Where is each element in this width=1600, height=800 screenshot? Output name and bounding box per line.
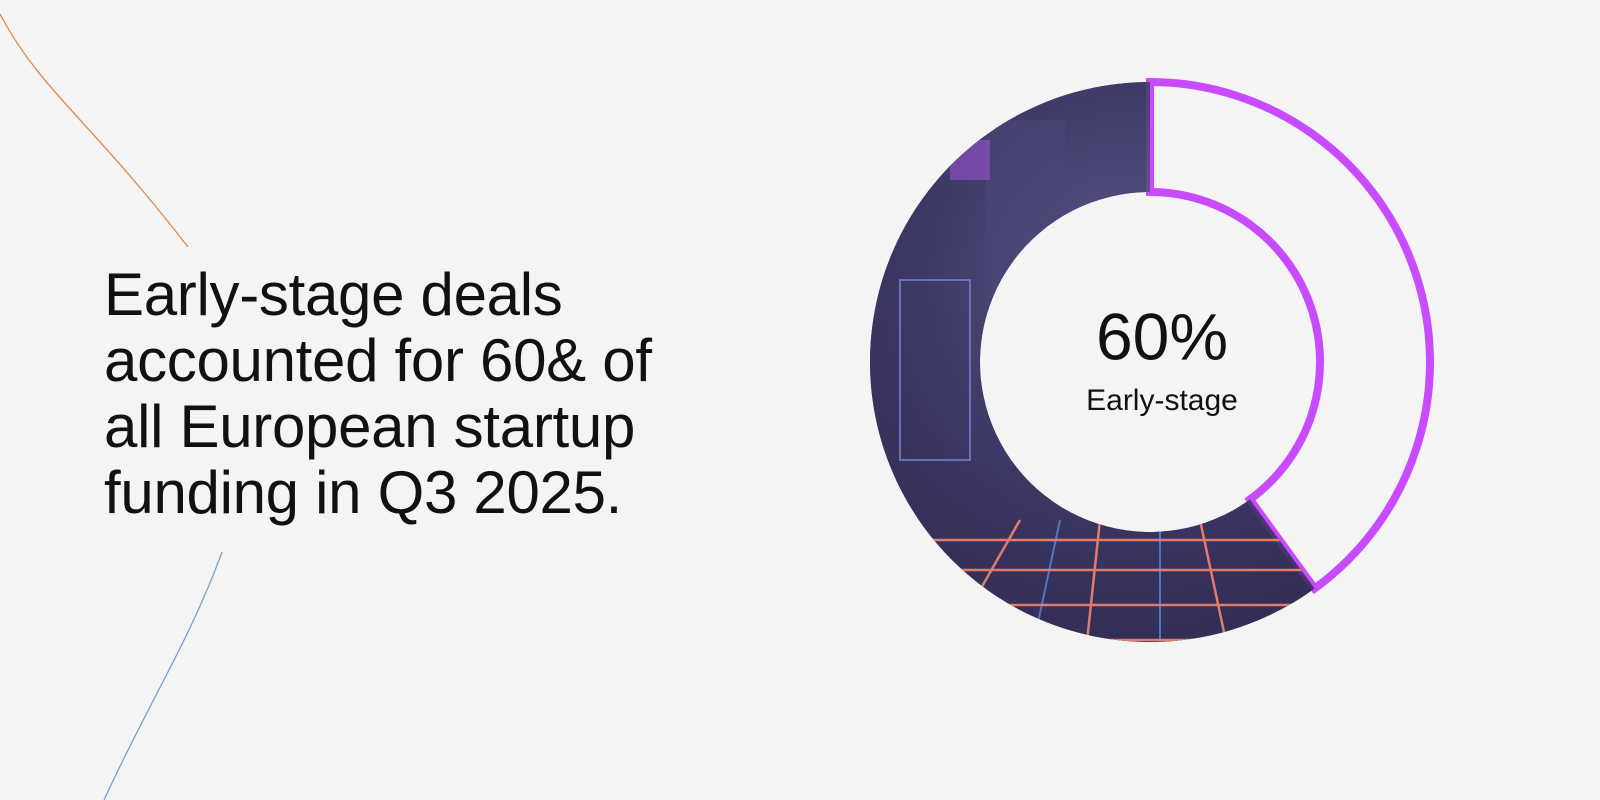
- center-value: 60%: [1096, 299, 1228, 373]
- decor-curve: [103, 551, 223, 800]
- decor-curve: [0, 13, 189, 248]
- center-label: Early-stage: [1086, 384, 1238, 417]
- headline: Early-stage deals accounted for 60& of a…: [104, 261, 652, 526]
- donut-segment: [1146, 77, 1434, 595]
